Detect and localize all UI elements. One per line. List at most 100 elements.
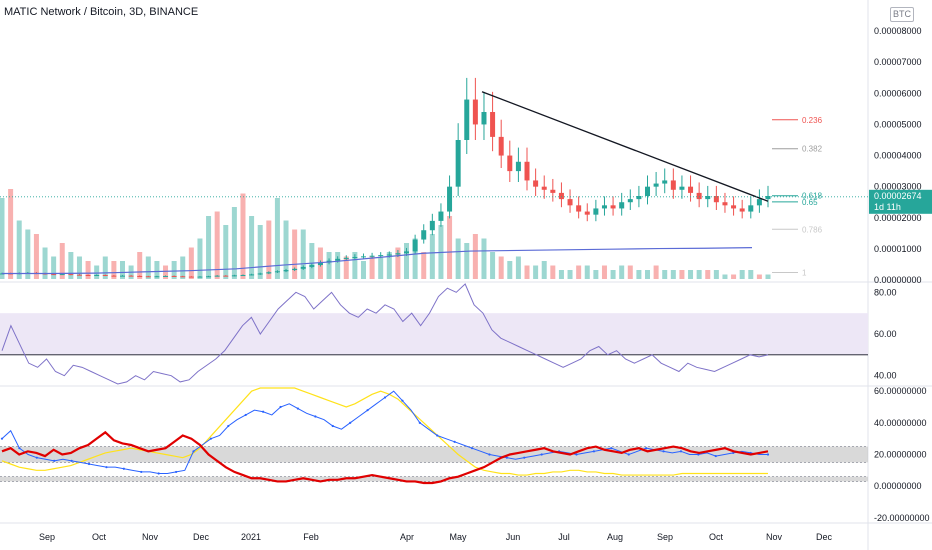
volume-bar [593, 270, 599, 279]
osc-blue-point [314, 415, 317, 418]
osc-blue-point [505, 456, 508, 459]
volume-bar [765, 274, 771, 279]
volume-bar [455, 238, 461, 279]
osc-band-upper [0, 446, 868, 463]
candle-body [481, 112, 487, 125]
candle-body [756, 199, 762, 206]
volume-bar [395, 247, 401, 279]
candle-body [300, 266, 306, 269]
candle-body [739, 208, 745, 212]
osc-axis-tick: 60.00000000 [874, 386, 927, 396]
volume-bar [274, 198, 280, 279]
volume-bar [42, 247, 48, 279]
candle-body [309, 265, 315, 267]
volume-bar [386, 252, 392, 279]
volume-bar [223, 225, 229, 279]
candle-body [550, 189, 556, 193]
currency-badge[interactable]: BTC [890, 7, 914, 22]
osc-blue-point [244, 413, 247, 417]
candle-body [51, 274, 57, 276]
osc-axis-tick: 40.00000000 [874, 418, 927, 428]
candle-body [576, 205, 582, 212]
candle-body [567, 199, 573, 206]
osc-blue-point [157, 472, 160, 475]
volume-bar [507, 261, 513, 279]
osc-blue-point [349, 421, 352, 424]
candle-body [180, 276, 186, 278]
candle-body [249, 274, 255, 276]
volume-bar [283, 220, 289, 279]
candle-body [214, 275, 220, 277]
candle-body [317, 262, 323, 266]
volume-bar [464, 243, 470, 279]
volume-bar [214, 211, 220, 279]
volume-bar [421, 252, 427, 279]
time-axis-label: Sep [657, 532, 673, 542]
candle-body [378, 255, 384, 257]
candle-body [593, 208, 599, 215]
candle-body [515, 161, 521, 172]
volume-bar [404, 243, 410, 279]
osc-blue-point [366, 409, 369, 412]
volume-bar [335, 252, 341, 279]
price-axis-tick: 0.00001000 [874, 244, 922, 254]
osc-blue-point [192, 450, 195, 453]
osc-blue-point [279, 405, 282, 409]
volume-bar [688, 270, 694, 279]
volume-bar [16, 220, 22, 279]
volume-bar [429, 234, 435, 279]
volume-bar [0, 198, 5, 279]
volume-bar [567, 270, 573, 279]
osc-band-lower [0, 476, 868, 482]
volume-bar [59, 243, 65, 279]
volume-bar [472, 234, 478, 279]
volume-bar [76, 256, 82, 279]
time-axis-label: Feb [303, 532, 319, 542]
time-axis-label: Jul [558, 532, 570, 542]
candle-body [421, 230, 427, 240]
volume-bar [111, 261, 117, 279]
price-axis-tick: 0.00000000 [874, 275, 922, 285]
volume-bar [326, 252, 332, 279]
candle-body [369, 255, 375, 257]
time-axis-label: Aug [607, 532, 623, 542]
candle-body [601, 205, 607, 209]
osc-blue-point [610, 447, 613, 450]
volume-bar [447, 216, 453, 279]
volume-bar [558, 270, 564, 279]
candle-body [111, 275, 117, 277]
candle-body [395, 253, 401, 255]
osc-blue-point [453, 440, 456, 443]
candle-body [412, 239, 418, 252]
candle-body [94, 275, 100, 277]
candle-body [429, 220, 435, 231]
candle-body [662, 180, 668, 184]
osc-blue-point [0, 437, 4, 440]
osc-axis-tick: 0.00000000 [874, 481, 922, 491]
symbol-title: MATIC Network / Bitcoin, 3D, BINANCE [4, 6, 199, 18]
candle-body [558, 192, 564, 200]
osc-axis-tick: 20.00000000 [874, 450, 927, 460]
candle-body [472, 99, 478, 125]
candle-body [163, 275, 169, 277]
fib-level-label: 0.786 [802, 225, 823, 234]
osc-yellow-line [1, 387, 768, 476]
osc-blue-point [540, 453, 543, 456]
candle-body [360, 256, 366, 258]
trendline [481, 91, 769, 202]
volume-bar [679, 270, 685, 279]
price-axis-tick: 0.00003000 [874, 182, 922, 192]
candle-body [696, 192, 702, 200]
rsi-axis-tick: 60.00 [874, 329, 897, 339]
candle-body [283, 270, 289, 272]
osc-blue-point [766, 453, 770, 456]
volume-bar [498, 256, 504, 279]
volume-bar [352, 252, 358, 279]
osc-blue-point [575, 453, 578, 456]
candle-body [688, 186, 694, 193]
volume-bar [68, 252, 74, 279]
volume-bar [619, 265, 625, 279]
volume-bar [739, 270, 745, 279]
